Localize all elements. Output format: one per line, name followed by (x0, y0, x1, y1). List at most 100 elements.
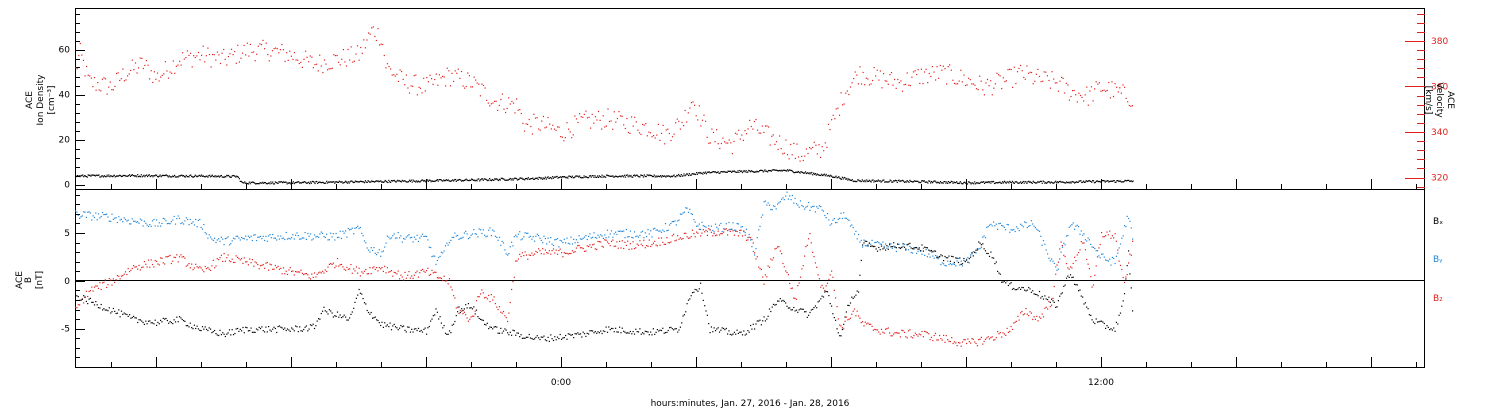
velocity-point (925, 68, 927, 70)
bz-point (265, 262, 267, 264)
density-point (257, 183, 259, 185)
by-point (702, 225, 704, 227)
bz-point (401, 276, 403, 278)
density-point (634, 175, 636, 177)
bx-point (805, 311, 807, 313)
velocity-point (744, 130, 746, 132)
by-point (907, 249, 910, 251)
density-point (1085, 180, 1087, 182)
by-point (327, 239, 329, 241)
bz-point (870, 323, 872, 325)
bz-point (349, 268, 351, 270)
velocity-point (334, 55, 337, 57)
by-point (727, 230, 729, 232)
bx-point (855, 294, 857, 296)
bx-point (193, 324, 195, 326)
density-point (371, 180, 373, 182)
velocity-point (686, 121, 688, 123)
bx-point (376, 319, 378, 321)
bz-point (404, 271, 406, 273)
velocity-point (654, 137, 656, 139)
density-point (322, 181, 324, 183)
density-point (422, 179, 424, 181)
density-point (715, 172, 717, 174)
bz-point (114, 281, 116, 283)
bz-point (421, 268, 424, 271)
density-point (536, 177, 538, 179)
by-point (837, 218, 839, 220)
density-point (679, 175, 681, 177)
density-point (458, 179, 460, 181)
by-point (849, 225, 852, 227)
bx-point (951, 255, 953, 257)
bx-point (365, 303, 367, 305)
velocity-point (873, 67, 875, 69)
bx-point (616, 331, 618, 333)
density-point (768, 169, 770, 172)
by-point (675, 224, 677, 226)
bz-point (1017, 315, 1019, 317)
velocity-point (1084, 94, 1086, 96)
bx-point (413, 328, 415, 330)
by-point (366, 247, 368, 249)
velocity-point (1089, 90, 1091, 92)
bz-point (949, 341, 951, 343)
density-point (877, 179, 879, 181)
bz-point (266, 261, 268, 264)
density-point (792, 171, 794, 173)
bz-point (471, 315, 474, 317)
bz-point (897, 332, 899, 334)
density-point (204, 176, 206, 178)
bx-point (674, 328, 676, 330)
by-point (430, 247, 432, 249)
density-point (879, 180, 881, 182)
by-point (350, 228, 352, 230)
bz-point (1026, 313, 1028, 315)
bx-point (291, 327, 293, 329)
bx-point (781, 300, 783, 302)
bx-point (1011, 288, 1014, 290)
density-point (858, 180, 861, 182)
bz-point (282, 267, 285, 269)
by-point (739, 232, 741, 234)
bz-point (130, 269, 132, 271)
bz-point (195, 263, 197, 265)
bz-point (629, 243, 631, 245)
bz-point (380, 268, 382, 270)
density-point (905, 181, 907, 183)
bx-point (802, 308, 804, 310)
bx-point (967, 261, 969, 263)
bx-point (816, 307, 818, 309)
bx-point (303, 328, 305, 331)
bz-point (164, 263, 166, 265)
bz-point (1091, 286, 1093, 288)
density-point (139, 176, 141, 178)
density-point (383, 181, 385, 183)
by-point (1064, 244, 1066, 246)
by-point (558, 246, 560, 248)
density-point (428, 179, 430, 181)
bx-point (246, 327, 248, 329)
velocity-point (484, 87, 486, 89)
bx-point (520, 334, 522, 336)
bx-point (459, 311, 461, 314)
density-point (410, 179, 412, 181)
density-point (439, 179, 441, 181)
bx-point (930, 249, 933, 252)
bx-point (208, 327, 210, 329)
density-point (636, 174, 638, 176)
velocity-point (437, 84, 439, 86)
bz-point (517, 258, 519, 260)
bx-point (475, 309, 478, 311)
velocity-point (536, 117, 538, 119)
by-point (885, 243, 887, 245)
by-point (313, 234, 316, 236)
by-point (296, 232, 298, 234)
bx-point (81, 298, 83, 300)
bx-point (577, 332, 579, 334)
by-point (106, 213, 108, 215)
velocity-point (114, 85, 116, 87)
bx-point (579, 333, 582, 335)
density-point (559, 176, 561, 178)
b-tick-label: 5 (64, 229, 70, 239)
